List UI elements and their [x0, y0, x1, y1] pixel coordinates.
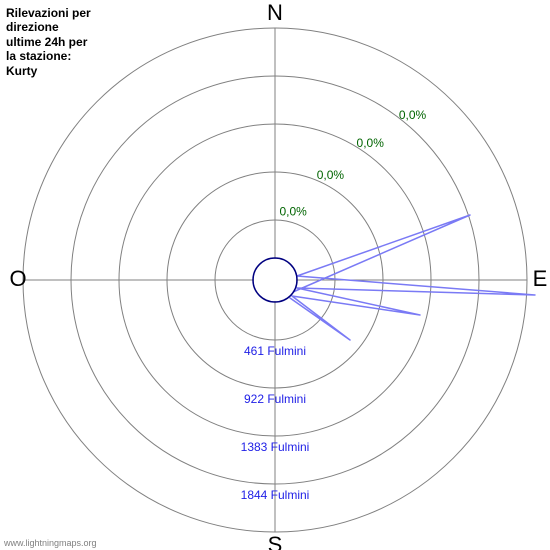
wind-rose — [290, 215, 535, 340]
pct-label: 0,0% — [279, 205, 307, 219]
pct-label: 0,0% — [399, 108, 427, 122]
fulmini-label: 1383 Fulmini — [241, 440, 310, 454]
pct-label: 0,0% — [357, 136, 385, 150]
cardinal-S: S — [268, 532, 283, 550]
fulmini-label: 922 Fulmini — [244, 392, 306, 406]
fulmini-label: 1844 Fulmini — [241, 488, 310, 502]
cardinal-E: E — [533, 266, 548, 291]
fulmini-label: 461 Fulmini — [244, 344, 306, 358]
polar-chart: N E S O 0,0% 0,0% 0,0% 0,0% 461 Fulmini 922 Fulmi… — [0, 0, 550, 550]
pct-label: 0,0% — [317, 168, 345, 182]
cardinal-O: O — [9, 266, 26, 291]
cardinal-N: N — [267, 0, 283, 25]
